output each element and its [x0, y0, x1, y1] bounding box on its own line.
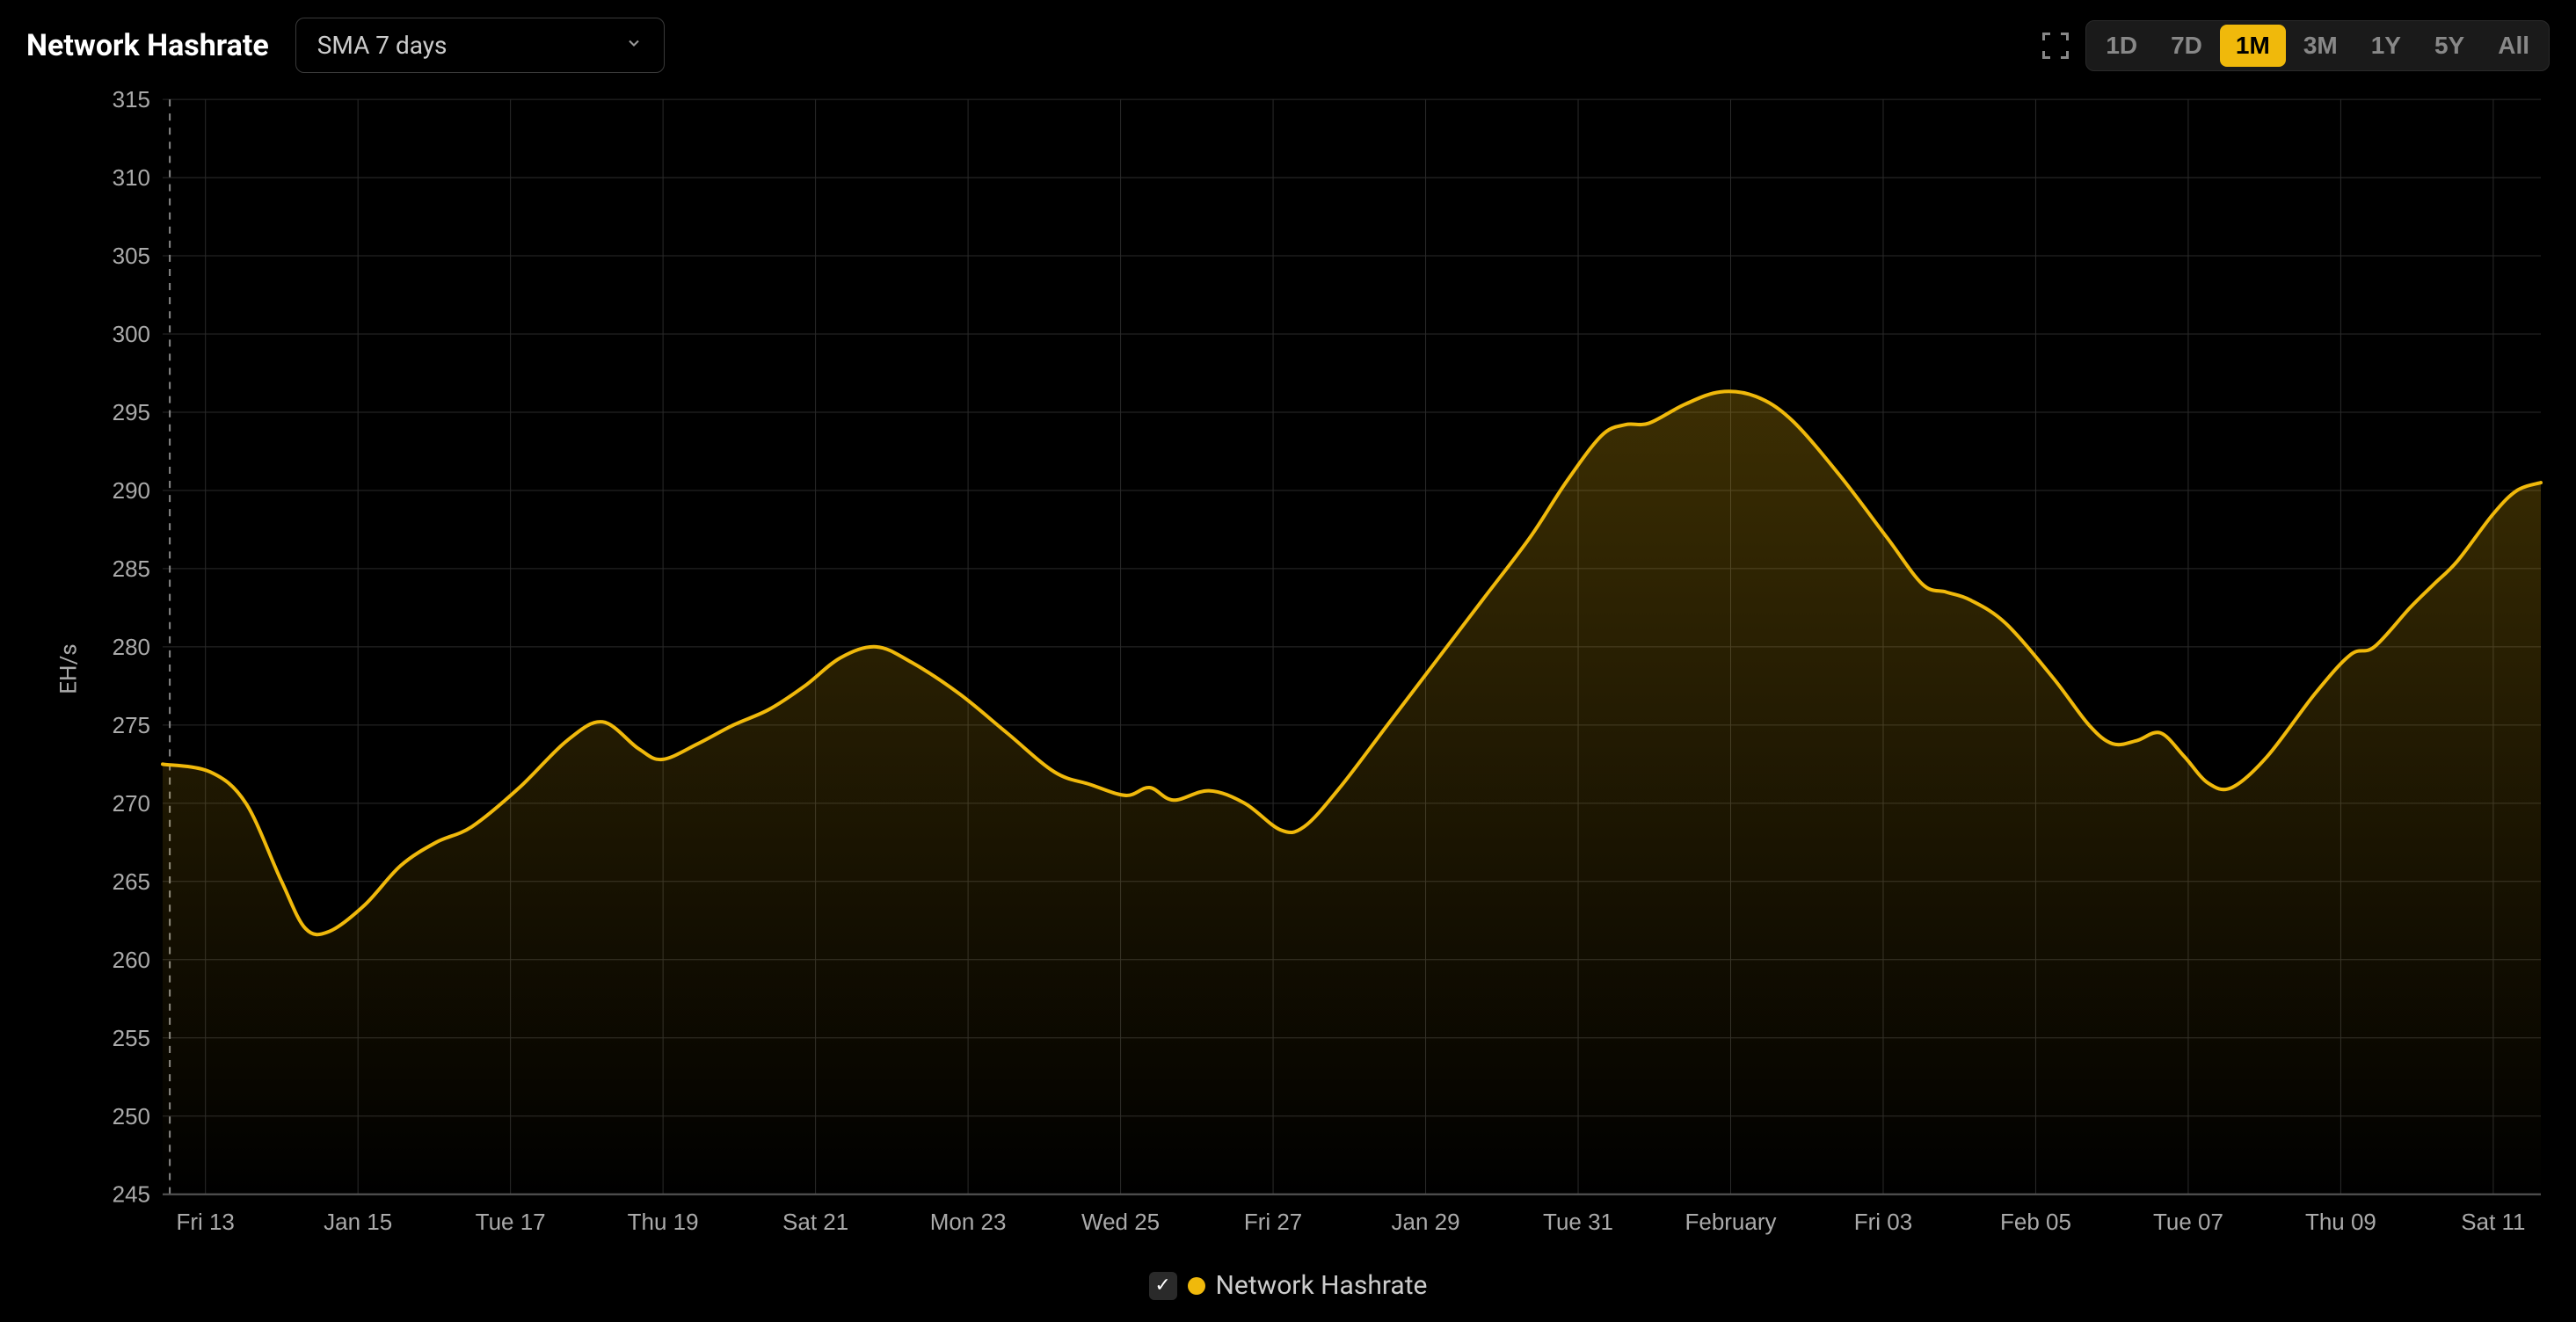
svg-text:280: 280 — [113, 634, 150, 660]
svg-text:Wed 25: Wed 25 — [1081, 1209, 1160, 1235]
svg-text:310: 310 — [113, 164, 150, 191]
chart-legend: ✓ Network Hashrate — [26, 1256, 2550, 1304]
chart-controls: 1D7D1M3M1Y5YAll — [2040, 20, 2550, 71]
svg-text:250: 250 — [113, 1103, 150, 1130]
range-btn-5y[interactable]: 5Y — [2419, 25, 2480, 67]
range-btn-3m[interactable]: 3M — [2288, 25, 2354, 67]
range-btn-1m[interactable]: 1M — [2220, 25, 2286, 67]
range-btn-7d[interactable]: 7D — [2155, 25, 2218, 67]
svg-text:Tue 17: Tue 17 — [476, 1209, 546, 1235]
svg-text:Fri 03: Fri 03 — [1854, 1209, 1912, 1235]
svg-text:275: 275 — [113, 712, 150, 738]
svg-text:315: 315 — [113, 86, 150, 113]
svg-text:255: 255 — [113, 1025, 150, 1051]
chart-header: Network Hashrate SMA 7 days 1D7D1M3M1Y5Y… — [26, 18, 2550, 73]
sma-dropdown-label: SMA 7 days — [317, 31, 448, 60]
hashrate-chart[interactable]: 245 250 255 260 265 270 275 280 285 290 295 300 305 3… — [26, 82, 2550, 1256]
svg-text:Sat 11: Sat 11 — [2461, 1209, 2525, 1235]
svg-text:Fri 13: Fri 13 — [176, 1209, 234, 1235]
svg-text:245: 245 — [113, 1181, 150, 1208]
range-btn-all[interactable]: All — [2482, 25, 2545, 67]
legend-dot — [1188, 1277, 1205, 1295]
svg-text:265: 265 — [113, 868, 150, 895]
svg-text:Fri 27: Fri 27 — [1244, 1209, 1302, 1235]
svg-text:305: 305 — [113, 243, 150, 269]
svg-text:300: 300 — [113, 321, 150, 347]
svg-text:Tue 07: Tue 07 — [2153, 1209, 2223, 1235]
y-axis-label: EH/s — [56, 643, 83, 694]
legend-checkbox[interactable]: ✓ — [1149, 1272, 1177, 1300]
svg-text:Thu 09: Thu 09 — [2305, 1209, 2376, 1235]
svg-text:Jan 15: Jan 15 — [324, 1209, 392, 1235]
legend-label: Network Hashrate — [1216, 1270, 1428, 1301]
svg-text:260: 260 — [113, 947, 150, 973]
svg-text:295: 295 — [113, 399, 150, 425]
sma-dropdown[interactable]: SMA 7 days — [295, 18, 665, 73]
svg-text:February: February — [1685, 1209, 1776, 1235]
svg-text:Mon 23: Mon 23 — [930, 1209, 1007, 1235]
svg-text:Tue 31: Tue 31 — [1543, 1209, 1613, 1235]
chart-area: EH/s 245 250 255 260 265 270 275 280 285 290 295 30… — [26, 82, 2550, 1256]
chart-title: Network Hashrate — [26, 28, 269, 63]
svg-text:Feb 05: Feb 05 — [2000, 1209, 2071, 1235]
fullscreen-icon[interactable] — [2040, 30, 2071, 62]
svg-text:Jan 29: Jan 29 — [1392, 1209, 1460, 1235]
svg-text:290: 290 — [113, 477, 150, 504]
range-btn-1d[interactable]: 1D — [2090, 25, 2153, 67]
range-btn-1y[interactable]: 1Y — [2355, 25, 2417, 67]
svg-text:270: 270 — [113, 790, 150, 817]
time-range-selector: 1D7D1M3M1Y5YAll — [2085, 20, 2550, 71]
chevron-down-icon — [625, 34, 643, 56]
svg-text:Sat 21: Sat 21 — [782, 1209, 848, 1235]
svg-text:285: 285 — [113, 556, 150, 582]
svg-text:Thu 19: Thu 19 — [628, 1209, 699, 1235]
